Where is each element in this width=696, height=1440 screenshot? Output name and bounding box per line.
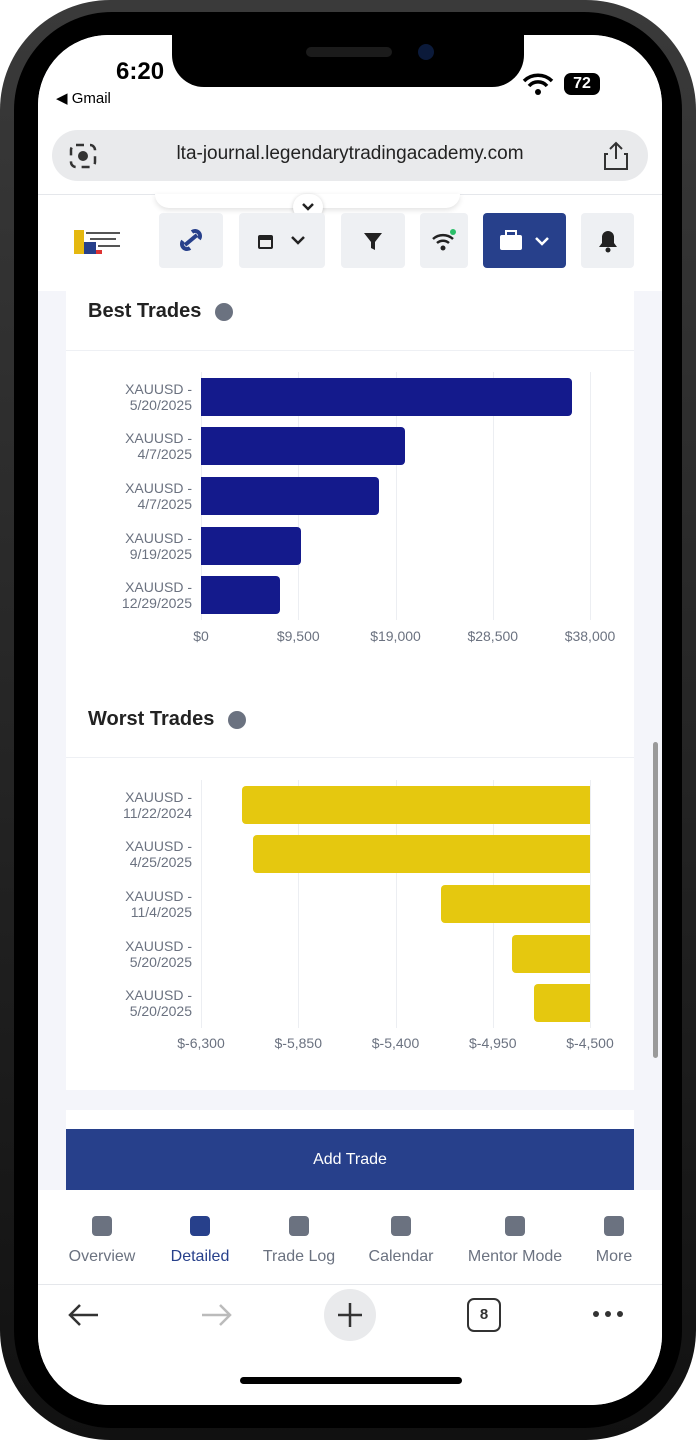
bottom-nav (38, 1190, 662, 1285)
nav-label[interactable]: Trade Log (262, 1248, 336, 1265)
wifi-icon (522, 73, 554, 95)
speaker (306, 47, 392, 57)
account-button[interactable] (483, 213, 566, 268)
x-tick-label: $9,500 (276, 628, 320, 644)
grid-line (298, 780, 300, 1028)
bar[interactable] (512, 934, 590, 973)
category-label: XAUUSD - 11/4/2025 (125, 888, 192, 920)
grid-line (395, 780, 397, 1028)
chart-header: Best Trades (88, 300, 234, 323)
nav-label[interactable]: Detailed (170, 1248, 230, 1265)
x-tick-label: $-6,300 (177, 1035, 225, 1051)
filter-icon (364, 233, 382, 250)
nav-label[interactable]: More (595, 1248, 633, 1265)
category-label: XAUUSD - 11/22/2024 (122, 788, 192, 821)
notification-button[interactable] (581, 213, 634, 268)
nav-icon[interactable] (289, 1216, 309, 1236)
nav-icon[interactable] (391, 1216, 411, 1236)
grid-line (395, 372, 397, 620)
new-tab-button[interactable] (324, 1289, 376, 1341)
x-tick-label: $-5,400 (371, 1035, 420, 1051)
camera (418, 44, 434, 60)
chart-title: Best Trades (88, 300, 202, 322)
nav-label[interactable]: Mentor Mode (467, 1248, 563, 1265)
bar[interactable] (201, 377, 572, 416)
x-tick-label: $28,500 (467, 628, 519, 644)
bar[interactable] (242, 785, 590, 824)
info-icon[interactable] (228, 710, 247, 729)
x-tick-label: $19,000 (370, 628, 421, 644)
connection-button[interactable] (420, 213, 468, 268)
share-icon[interactable] (602, 140, 630, 172)
nav-icon[interactable] (604, 1216, 624, 1236)
x-tick-label: $-4,500 (566, 1035, 614, 1051)
briefcase-icon (500, 230, 549, 250)
time: 6:20 (116, 58, 165, 85)
category-label: XAUUSD - 12/29/2025 (121, 579, 192, 612)
category-label: XAUUSD - 5/20/2025 (125, 987, 192, 1020)
nav-label[interactable]: Calendar (368, 1248, 434, 1265)
bar[interactable] (201, 477, 380, 515)
x-tick-label: $-5,850 (274, 1035, 322, 1051)
tab-count[interactable]: 8 (467, 1298, 501, 1332)
bar[interactable] (201, 576, 280, 615)
category-label: XAUUSD - 4/7/2025 (125, 480, 192, 512)
bar[interactable] (252, 835, 590, 874)
category-label: XAUUSD - 4/25/2025 (125, 838, 192, 871)
chart-header: Worst Trades (88, 708, 247, 731)
grid-line (201, 780, 202, 1028)
nav-icon[interactable] (505, 1216, 525, 1236)
notch (172, 35, 524, 87)
nav-icon[interactable] (92, 1216, 112, 1236)
bar[interactable] (201, 427, 405, 466)
forward-arrow[interactable] (196, 1298, 236, 1332)
spacer (66, 680, 634, 692)
scrollbar (653, 742, 658, 1058)
chart-title: Worst Trades (88, 708, 215, 730)
lens-icon[interactable] (68, 141, 98, 171)
category-label: XAUUSD - 5/20/2025 (125, 937, 192, 970)
url[interactable]: lta-journal.legendarytradingacademy.com (176, 143, 524, 164)
divider (66, 757, 634, 758)
bar[interactable] (440, 885, 590, 923)
grid-line (492, 372, 494, 620)
link-icon (180, 229, 202, 251)
home-indicator (240, 1377, 462, 1384)
url-bar[interactable] (52, 130, 648, 181)
category-label: XAUUSD - 5/20/2025 (125, 380, 192, 413)
connection-icon (432, 229, 456, 251)
calendar-icon (258, 235, 305, 249)
nav-label[interactable]: Overview (68, 1248, 136, 1265)
category-label: XAUUSD - 4/7/2025 (125, 430, 192, 463)
chevron (302, 203, 314, 211)
back-app[interactable]: ◀ Gmail (56, 90, 111, 107)
bar[interactable] (201, 526, 302, 565)
date-button[interactable] (239, 213, 325, 268)
grid-line (590, 372, 591, 620)
back-arrow[interactable] (64, 1298, 104, 1332)
grid-line (590, 780, 591, 1028)
info-icon[interactable] (215, 302, 234, 321)
battery: 72 (564, 73, 600, 95)
bar[interactable] (533, 984, 590, 1023)
logo[interactable] (74, 228, 124, 256)
x-tick-label: $0 (193, 628, 209, 644)
add-trade-button[interactable]: Add Trade (66, 1129, 634, 1191)
link-button[interactable] (159, 213, 223, 268)
x-tick-label: $38,000 (564, 628, 616, 644)
bell-icon (599, 231, 617, 253)
x-tick-label: $-4,950 (469, 1035, 517, 1051)
category-label: XAUUSD - 9/19/2025 (125, 529, 192, 562)
filter-button[interactable] (341, 213, 405, 268)
divider (66, 350, 634, 351)
menu-dots[interactable] (588, 1306, 628, 1322)
nav-icon[interactable] (190, 1216, 210, 1236)
